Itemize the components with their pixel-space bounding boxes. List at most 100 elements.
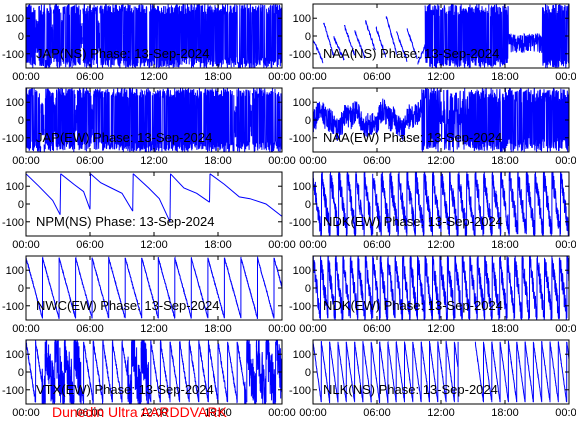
phase-line-segment [320,340,331,404]
phase-line-segment [313,256,321,320]
panel-title: NPM(NS) Phase: 13-Sep-2024 [36,214,214,229]
phase-panel: 00:00 06:00 12:00 18:00 00:00 100 0 -100 NAA(NS)… [289,3,576,83]
x-tick-label: 06:00 [363,407,391,419]
phase-line-segment [387,256,396,318]
x-tick-label: 18:00 [491,407,519,419]
phase-line-segment [313,172,322,236]
phase-line-segment [461,256,471,320]
x-tick-label: 00:00 [268,71,296,83]
y-tick-label: 0 [305,199,311,211]
phase-line-segment [499,256,508,320]
phase-line-segment [409,256,418,320]
phase-line-segment [99,4,282,68]
y-tick-label: -100 [2,301,24,313]
phase-line-segment [440,172,450,236]
phase-line-segment [420,341,430,402]
phase-line-segment [83,341,94,404]
phase-line-segment [60,20,64,54]
phase-line-segment [157,256,176,320]
phase-line-segment [26,4,36,68]
phase-line-segment [559,257,568,320]
phase-line-segment [385,15,397,55]
phase-line-segment [453,342,459,368]
phase-line-segment [412,341,422,402]
phase-line-segment [424,4,569,68]
phase-line-segment [235,88,251,152]
phase-line-segment [395,341,405,402]
y-tick-label: 0 [305,283,311,295]
phase-line-segment [108,256,126,318]
x-tick-label: 12:00 [427,239,455,251]
phase-line-segment [437,341,447,402]
x-tick-label: 18:00 [491,239,519,251]
phase-series [26,173,282,223]
y-tick-label: -100 [2,385,24,397]
phase-line-segment [132,173,171,223]
phase-line-segment [445,340,455,402]
phase-line-segment [92,88,235,152]
phase-line-segment [169,173,171,222]
x-tick-label: 18:00 [204,239,232,251]
y-tick-label: 0 [305,367,311,379]
x-tick-label: 18:00 [491,71,519,83]
phase-line-segment [74,105,78,132]
phase-line-segment [524,341,534,403]
x-tick-label: 06:00 [76,71,104,83]
phase-line-segment [343,24,356,56]
phase-line-segment [491,256,501,320]
phase-line-segment [150,340,161,403]
y-tick-label: 100 [6,181,24,193]
phase-line-segment [323,22,335,57]
phase-line-segment [387,340,397,403]
panel-title: JAP(EW) Phase: 13-Sep-2024 [36,130,212,145]
phase-line-segment [188,340,199,403]
panel-title: NWC(EW) Phase: 13-Sep-2024 [36,298,220,313]
phase-line-segment [91,257,109,318]
phase-panel: 00:00 06:00 12:00 18:00 00:00 100 0 -100 JAP(EW)… [2,87,296,167]
phase-line-segment [507,340,518,403]
phase-line-segment [396,31,408,62]
phase-line-segment [525,172,536,236]
x-tick-label: 00:00 [555,323,576,335]
phase-line-segment [313,39,324,64]
phase-line-segment [439,256,448,320]
phase-line-segment [379,341,389,404]
x-tick-label: 00:00 [12,155,40,167]
phase-line-segment [432,172,442,236]
x-tick-label: 00:00 [299,407,327,419]
x-tick-label: 00:00 [12,407,40,419]
phase-line-segment [474,172,485,236]
phase-line-segment [346,172,357,236]
y-tick-label: -100 [2,133,24,145]
x-tick-label: 00:00 [268,239,296,251]
x-tick-label: 12:00 [140,239,168,251]
panel-title: NAA(EW) Phase: 13-Sep-2024 [323,130,502,145]
phase-panel: 00:00 06:00 12:00 18:00 00:00 100 0 -100 JAP(NS)… [2,3,296,83]
x-tick-label: 12:00 [427,407,455,419]
phase-line-segment [345,341,355,402]
phase-line-segment [329,172,339,236]
phase-line-segment [389,172,399,236]
phase-line-segment [217,341,228,402]
phase-line-segment [209,173,282,217]
y-tick-label: 100 [6,97,24,109]
phase-line-segment [483,172,493,236]
phase-line-segment [140,340,151,404]
x-tick-label: 12:00 [140,71,168,83]
phase-line-segment [102,340,113,403]
phase-line-segment [424,256,433,320]
phase-line-segment [474,341,484,402]
phase-panel: 00:00 06:00 12:00 18:00 00:00 100 0 -100 NLK(NS)… [289,339,576,419]
phase-line-segment [521,256,530,320]
phase-line-segment [379,256,389,320]
phase-line-segment [313,340,322,402]
phase-line-segment [375,25,387,58]
phase-line-segment [402,256,411,320]
phase-line-segment [551,256,560,320]
phase-panel: 00:00 06:00 12:00 18:00 00:00 100 0 -100 NDK(EW)… [289,255,576,335]
phase-series [313,88,569,152]
phase-line-segment [76,88,92,152]
x-tick-label: 06:00 [76,239,104,251]
phase-line-segment [454,256,463,320]
phase-line-segment [313,98,423,142]
